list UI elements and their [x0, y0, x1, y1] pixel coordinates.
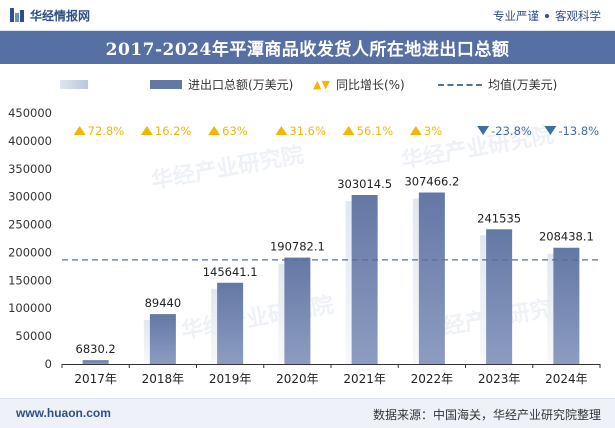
- x-tick-label: 2023年: [478, 372, 521, 386]
- bar-value-label: 208438.1: [539, 230, 594, 244]
- growth-up-triangle-icon: [73, 126, 86, 135]
- y-tick-label: 200000: [8, 245, 52, 259]
- y-tick-label: 350000: [8, 162, 52, 176]
- bar-value-label: 145641.1: [203, 265, 258, 279]
- chart-title: 2017-2024年平潭商品收发货人所在地进出口总额: [105, 40, 510, 60]
- y-tick-label: 150000: [8, 273, 52, 287]
- legend-growth-label: 同比增长(%): [335, 78, 405, 92]
- x-tick-label: 2019年: [209, 372, 252, 386]
- y-tick-label: 50000: [15, 329, 52, 343]
- legend-item-bars: 进出口总额(万美元): [60, 76, 293, 93]
- bar-value-label: 241535: [477, 211, 521, 225]
- growth-up-triangle-icon: [342, 126, 355, 135]
- tagline-dot-icon: [545, 14, 549, 18]
- growth-label: 3%: [424, 124, 442, 138]
- growth-label: -23.8%: [491, 124, 532, 138]
- bar-chart: 0 50000 100000 150000 200000 250000 300000 3500…: [8, 106, 601, 386]
- growth-label: 72.8%: [88, 124, 125, 138]
- footer: www.huaon.com 数据来源：中国海关，华经产业研究院整理: [0, 398, 615, 428]
- bar-value-label: 307466.2: [404, 175, 459, 189]
- y-tick-label: 0: [45, 357, 52, 371]
- bar: [149, 314, 176, 364]
- growth-up-triangle-icon: [275, 126, 288, 135]
- growth-up-triangle-icon: [140, 126, 153, 135]
- bar: [553, 247, 580, 364]
- x-tick-label: 2018年: [142, 372, 185, 386]
- y-tick-label: 250000: [8, 218, 52, 232]
- legend-light-bar-swatch-icon: [60, 80, 88, 89]
- growth-label: 56.1%: [357, 124, 394, 138]
- bar-value-label: 190782.1: [270, 240, 325, 254]
- brand-logo-icon: [10, 8, 24, 22]
- x-tick-label: 2020年: [276, 372, 319, 386]
- y-tick-label: 300000: [8, 190, 52, 204]
- footer-url[interactable]: www.huaon.com: [16, 406, 111, 420]
- tagline: 专业严谨 客观科学: [493, 8, 601, 24]
- growth-down-triangle-icon: [477, 126, 490, 135]
- x-tick-label: 2024年: [545, 372, 588, 386]
- y-tick-label: 450000: [8, 106, 52, 120]
- bar: [418, 192, 445, 364]
- growth-up-triangle-icon: [409, 126, 422, 135]
- legend-dark-bar-swatch-icon: [150, 80, 182, 89]
- data-source: 数据来源：中国海关，华经产业研究院整理: [372, 408, 601, 422]
- bar: [351, 194, 378, 364]
- bar-value-label: 303014.5: [337, 177, 392, 191]
- legend-bar-label: 进出口总额(万美元): [188, 78, 294, 92]
- title-bar: 2017-2024年平潭商品收发货人所在地进出口总额: [0, 31, 615, 64]
- brand-name: 华经情报网: [30, 8, 91, 23]
- legend-dashed-line-icon: [438, 83, 482, 86]
- x-tick-label: 2022年: [411, 372, 454, 386]
- growth-up-triangle-icon: [208, 126, 221, 135]
- top-bar: 华经情报网 专业严谨 客观科学: [0, 0, 615, 31]
- bar-value-label: 6830.2: [76, 342, 116, 356]
- chart-legend: 进出口总额(万美元) ▲▼ 同比增长(%) 均值(万美元): [0, 73, 615, 97]
- legend-item-average: 均值(万美元): [438, 76, 557, 93]
- tagline-left: 专业严谨: [493, 9, 539, 23]
- bar: [82, 360, 109, 364]
- growth-label: -13.8%: [558, 124, 599, 138]
- brand[interactable]: 华经情报网: [10, 7, 90, 23]
- bar: [486, 229, 513, 364]
- legend-item-growth: ▲▼ 同比增长(%): [313, 76, 405, 93]
- y-tick-label: 400000: [8, 134, 52, 148]
- growth-label: 31.6%: [289, 124, 326, 138]
- growth-down-triangle-icon: [544, 126, 557, 135]
- x-tick-label: 2021年: [343, 372, 386, 386]
- growth-label: 63%: [222, 124, 248, 138]
- legend-up-down-triangle-icon: ▲▼: [313, 78, 330, 91]
- legend-average-label: 均值(万美元): [488, 78, 558, 92]
- bar-value-label: 89440: [145, 296, 182, 310]
- bar: [217, 282, 244, 364]
- y-tick-label: 100000: [8, 301, 52, 315]
- tagline-right: 客观科学: [555, 9, 601, 23]
- growth-label: 16.2%: [155, 124, 192, 138]
- bar: [284, 257, 311, 364]
- x-tick-label: 2017年: [74, 372, 117, 386]
